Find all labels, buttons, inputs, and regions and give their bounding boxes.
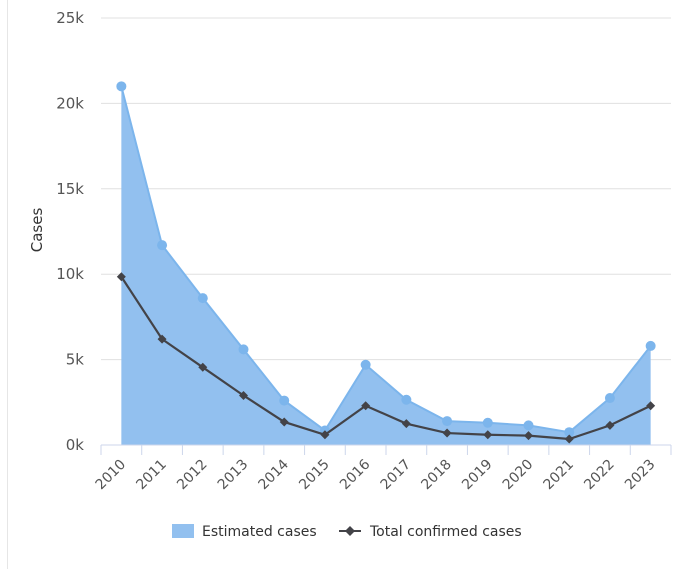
estimated-area-layer <box>116 81 656 445</box>
y-tick-label: 10k <box>56 265 84 283</box>
estimated-point-2021[interactable] <box>564 427 575 438</box>
confirmed-point-2012[interactable] <box>198 362 208 372</box>
confirmed-point-2014[interactable] <box>279 417 289 427</box>
confirmed-line-layer <box>116 272 656 444</box>
x-tick-label: 2015 <box>296 457 333 494</box>
estimated-point-2013[interactable] <box>238 344 249 355</box>
estimated-point-2010[interactable] <box>116 81 127 92</box>
x-tick-label: 2016 <box>337 456 374 493</box>
x-axis: 2010 2011 2012 2013 2014 2015 2016 2017 2018 2019… <box>93 444 672 494</box>
confirmed-point-2018[interactable] <box>442 428 452 438</box>
x-tick-label: 2020 <box>500 457 537 494</box>
estimated-point-2020[interactable] <box>523 420 534 431</box>
x-tick-label: 2021 <box>541 457 578 494</box>
y-tick-label: 15k <box>56 180 84 198</box>
y-tick-label: 5k <box>66 351 85 369</box>
x-tick-label: 2013 <box>215 457 252 494</box>
estimated-cases-line <box>120 86 652 434</box>
confirmed-point-2021[interactable] <box>564 434 574 444</box>
confirmed-point-2010[interactable] <box>116 272 126 282</box>
legend-item-confirmed[interactable]: Total confirmed cases <box>339 524 522 540</box>
x-tick-label: 2018 <box>418 457 455 494</box>
confirmed-point-2019[interactable] <box>483 430 493 440</box>
estimated-point-2022[interactable] <box>604 393 615 404</box>
estimated-point-2023[interactable] <box>645 340 656 351</box>
confirmed-cases-line <box>120 276 652 441</box>
left-border-line <box>7 0 8 569</box>
legend: Estimated cases Total confirmed cases <box>172 524 522 540</box>
confirmed-point-2017[interactable] <box>401 419 411 429</box>
x-tick-label: 2022 <box>581 457 618 494</box>
estimated-point-2018[interactable] <box>442 416 453 427</box>
legend-swatch-area <box>172 524 194 538</box>
y-axis-ticks: 0k 5k 10k 15k 20k 25k <box>56 9 84 454</box>
estimated-point-2017[interactable] <box>401 394 412 405</box>
legend-swatch-diamond <box>345 526 355 536</box>
x-tick-label: 2010 <box>93 457 130 494</box>
y-tick-label: 0k <box>66 436 85 454</box>
confirmed-point-2011[interactable] <box>157 334 167 344</box>
confirmed-point-2023[interactable] <box>646 401 656 411</box>
estimated-cases-area <box>121 86 651 445</box>
estimated-point-2019[interactable] <box>482 417 493 428</box>
estimated-point-2014[interactable] <box>279 395 290 406</box>
confirmed-point-2020[interactable] <box>524 431 533 441</box>
x-tick-label: 2019 <box>459 457 496 494</box>
estimated-point-2011[interactable] <box>157 240 168 251</box>
confirmed-point-2013[interactable] <box>239 390 248 400</box>
confirmed-point-2015[interactable] <box>320 430 330 440</box>
x-tick-label: 2023 <box>622 457 659 494</box>
y-axis-label: Cases <box>28 208 46 253</box>
y-tick-label: 25k <box>56 9 84 27</box>
confirmed-point-2016[interactable] <box>361 401 371 411</box>
x-tick-label: 2017 <box>378 457 415 494</box>
y-tick-label: 20k <box>56 94 84 112</box>
confirmed-point-2022[interactable] <box>605 420 615 430</box>
x-tick-label: 2012 <box>174 457 211 494</box>
x-tick-label: 2014 <box>256 456 293 493</box>
legend-item-estimated[interactable]: Estimated cases <box>172 524 317 540</box>
estimated-point-2016[interactable] <box>360 359 371 370</box>
legend-label-estimated: Estimated cases <box>202 524 317 540</box>
legend-label-confirmed: Total confirmed cases <box>369 524 522 540</box>
estimated-point-2012[interactable] <box>197 293 208 304</box>
x-tick-label: 2011 <box>133 457 170 494</box>
